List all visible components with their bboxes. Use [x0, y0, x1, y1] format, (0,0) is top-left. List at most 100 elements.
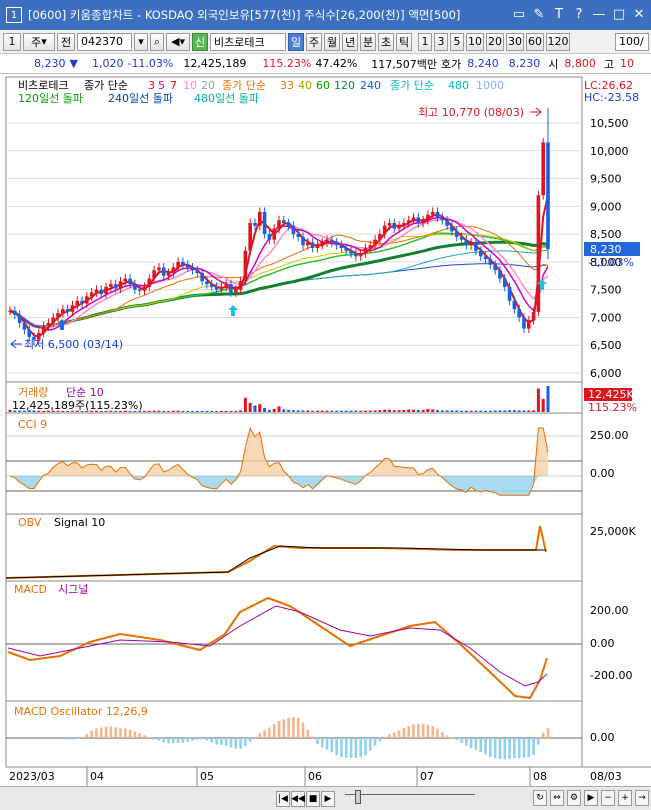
- interval-button[interactable]: 30: [506, 32, 524, 51]
- obv-signal-label: Signal 10: [54, 516, 105, 529]
- interval-button[interactable]: 1: [418, 32, 432, 51]
- osc-bar: [95, 728, 98, 738]
- count-input[interactable]: 100/: [615, 32, 649, 51]
- next-page-icon[interactable]: ▶: [321, 790, 335, 807]
- volume-bar: [248, 402, 252, 412]
- volume-bar: [13, 410, 17, 412]
- screen-number-button[interactable]: 1: [3, 32, 21, 51]
- scroll-right-icon[interactable]: ▶: [584, 790, 598, 806]
- osc-bar: [426, 724, 430, 738]
- osc-bar: [359, 738, 362, 757]
- volume-bar: [373, 410, 377, 412]
- volume-bar: [191, 410, 195, 412]
- refresh-icon[interactable]: ↻: [533, 790, 547, 806]
- slider-knob[interactable]: [355, 790, 361, 804]
- code-dropdown-icon[interactable]: ▾: [134, 32, 148, 51]
- buy-signal-icon: [57, 319, 67, 330]
- candle-body: [291, 225, 296, 235]
- candle-body: [310, 242, 315, 248]
- sound-icon[interactable]: ◀ ▾: [166, 32, 190, 51]
- osc-bar: [479, 738, 483, 753]
- period-minute-button[interactable]: 분: [360, 32, 376, 51]
- price-tick-label: 8,500: [590, 228, 622, 241]
- memo-icon[interactable]: ✎: [533, 6, 545, 22]
- zoom-fit-icon[interactable]: ⇔: [550, 790, 564, 806]
- zoom-in-icon[interactable]: +: [618, 790, 632, 806]
- minimize-icon[interactable]: —: [592, 6, 606, 22]
- candle-body: [397, 225, 401, 229]
- help-icon[interactable]: ?: [575, 6, 583, 22]
- candle-body: [459, 236, 464, 240]
- last-price-value: 8,230: [590, 243, 622, 256]
- candle-body: [200, 273, 204, 282]
- candle-body: [224, 284, 228, 287]
- osc-bar: [364, 738, 367, 756]
- volume-bar: [378, 410, 382, 412]
- zoom-out-icon[interactable]: −: [601, 790, 615, 806]
- period-day-button[interactable]: 일: [288, 32, 304, 51]
- volume-bar: [32, 410, 36, 412]
- high-note: 최고 10,770 (08/03): [418, 106, 524, 119]
- interval-button[interactable]: 10: [466, 32, 484, 51]
- prev-button[interactable]: 전: [57, 32, 75, 51]
- window-titlebar: 1 [0600] 키움종합차트 - KOSDAQ 외국인보유[577(천)] 주…: [0, 0, 651, 30]
- macd-line: [7, 596, 548, 700]
- interval-button[interactable]: 5: [450, 32, 464, 51]
- osc-bar: [537, 738, 540, 745]
- volume-bar: [200, 410, 204, 412]
- end-icon[interactable]: →: [635, 790, 649, 806]
- osc-bar: [465, 738, 468, 746]
- breakout-480-label: 480일선 돌파: [194, 91, 259, 105]
- volume-title: 거래량: [18, 386, 48, 399]
- prev-page-icon[interactable]: ◀◀: [291, 790, 305, 807]
- period-week-button[interactable]: 주: [306, 32, 322, 51]
- ma5-label: 5: [158, 79, 165, 92]
- cci-axis-0: 0.00: [590, 467, 615, 480]
- price-tick-label: 9,000: [590, 200, 622, 213]
- interval-button[interactable]: 120: [546, 32, 570, 51]
- candle-body: [402, 223, 406, 226]
- candle-body: [536, 195, 541, 312]
- search-icon[interactable]: ⌕: [150, 32, 164, 51]
- text-icon[interactable]: T: [555, 6, 563, 22]
- candle-body: [440, 217, 445, 221]
- candle-body: [118, 281, 123, 289]
- macd-signal-label: 시그널: [58, 583, 88, 596]
- osc-bar: [99, 727, 103, 738]
- stop-icon[interactable]: ■: [306, 790, 320, 807]
- candle-body: [243, 250, 248, 282]
- osc-bar: [508, 738, 511, 759]
- interval-button[interactable]: 60: [526, 32, 544, 51]
- interval-button[interactable]: 3: [434, 32, 448, 51]
- maximize-icon[interactable]: □: [612, 6, 626, 22]
- volume-bar: [488, 410, 492, 412]
- close-icon[interactable]: ✕: [633, 6, 645, 22]
- first-page-icon[interactable]: |◀: [276, 790, 290, 807]
- price-tick-label: 6,000: [590, 367, 622, 380]
- scroll-slider[interactable]: [345, 794, 475, 800]
- osc-bar: [292, 717, 295, 738]
- ma1000-label: 1000: [476, 79, 504, 92]
- candle-body: [123, 278, 128, 282]
- restore-icon[interactable]: ▭: [512, 6, 526, 22]
- osc-bar: [421, 724, 425, 738]
- volume-bar: [493, 410, 497, 412]
- period-month-button[interactable]: 월: [324, 32, 340, 51]
- code-input[interactable]: 042370: [77, 32, 132, 51]
- period-select[interactable]: 주 ▾: [23, 32, 55, 51]
- candle-body: [330, 239, 334, 243]
- osc-bar: [441, 732, 444, 738]
- stock-chart[interactable]: 비츠로테크 종가 단순 3 5 7 10 20 종가 단순 33 40 60 1…: [0, 74, 651, 786]
- settings-icon[interactable]: ⚙: [567, 790, 581, 806]
- new-badge[interactable]: 신: [192, 32, 208, 51]
- osc-bar: [484, 738, 487, 755]
- osc-bar: [239, 738, 242, 749]
- period-year-button[interactable]: 년: [342, 32, 358, 51]
- interval-button[interactable]: 20: [486, 32, 504, 51]
- period-tick-button[interactable]: 틱: [396, 32, 412, 51]
- volume-bar: [143, 410, 146, 412]
- osc-bar: [66, 738, 69, 740]
- volume-bar: [94, 410, 98, 412]
- period-second-button[interactable]: 초: [378, 32, 394, 51]
- candle-body: [325, 239, 329, 243]
